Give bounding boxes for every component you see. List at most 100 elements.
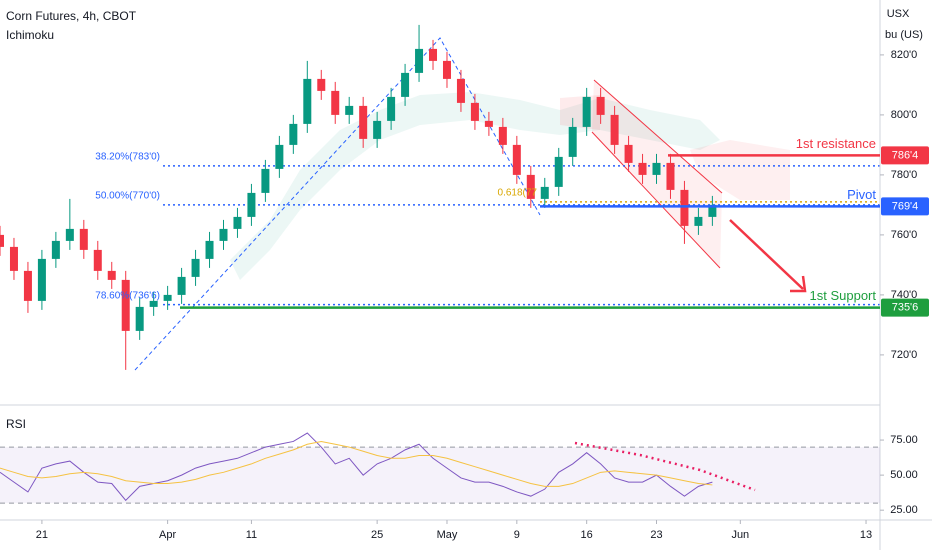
rsi-trendline [574,441,756,492]
candle-body [107,270,116,280]
fib-label: 0.618(77 [498,188,538,199]
candle-body [694,216,703,226]
level-label: 1st resistance [796,136,876,151]
candle-body [51,240,60,259]
candle-body [9,246,18,271]
candle-body [275,144,284,169]
chart-title: Corn Futures, 4h, CBOT [6,9,137,23]
price-tag [881,146,929,165]
x-tick-label: 9 [514,529,520,541]
channel-line [591,131,721,269]
candle-body [303,78,312,124]
candle-body [317,78,326,91]
candle-body [37,258,46,301]
candle-body [205,240,214,259]
candle-body [708,204,717,217]
candle-body [261,168,270,193]
candle-body [79,228,88,250]
candle-body [680,189,689,226]
indicator-label: Ichimoku [6,28,54,42]
fib-label: 38.20%(783'0) [95,152,160,163]
rsi-line [0,432,713,502]
fib-label: 78.60%(736'6) [95,290,160,301]
candle-body [65,228,74,241]
y-tick-label: 820'0 [891,49,918,61]
candle-body [498,126,507,145]
x-tick-label: May [437,529,458,541]
candle-body [638,162,647,175]
candle-body [526,174,535,199]
candle-body [121,279,130,331]
price-tag-label: 735'6 [892,302,919,314]
y-tick-label: 740'0 [891,289,918,301]
channel-line [593,79,723,194]
candle-body [289,123,298,145]
candle-body [23,270,32,301]
y-tick-label: 50.00 [890,469,918,481]
candle-body [470,102,479,121]
x-tick-label: Apr [159,529,176,541]
candle-body [359,105,368,139]
y-tick-label: 780'0 [891,169,918,181]
y-tick-label: 75.00 [890,434,918,446]
price-tag [881,197,929,216]
unit: bu (US) [885,29,923,41]
candle-body [596,96,605,115]
ichimoku-cloud [230,92,720,280]
candle-body [247,192,256,217]
price-tag-label: 786'4 [892,149,919,161]
level-label: Pivot [847,187,876,202]
candle-body [331,90,340,115]
candle-body [135,306,144,331]
price-tag-label: 769'4 [892,200,919,212]
candle-body [484,120,493,127]
x-tick-label: 21 [36,529,48,541]
level-label: 1st Support [810,288,877,303]
candle-body [401,72,410,97]
candle-body [93,249,102,271]
price-tag [881,298,929,317]
candle-body [624,144,633,163]
candle-body [568,126,577,157]
y-tick-label: 800'0 [891,109,918,121]
arrow-head [790,275,807,293]
candle-body [666,162,675,190]
candle-body [582,96,591,127]
candle-body [429,48,438,61]
currency: USX [887,8,910,20]
x-tick-label: 16 [581,529,593,541]
rsi-line [0,440,713,487]
y-tick-label: 25.00 [890,504,918,516]
candle-body [233,216,242,229]
candle-body [219,228,228,241]
candle-body [163,294,172,301]
candle-body [554,156,563,187]
rsi-title: RSI [6,417,26,431]
y-tick-label: 760'0 [891,229,918,241]
candle-body [373,120,382,139]
candle-body [177,276,186,295]
zigzag [134,37,541,371]
candle-body [191,258,200,277]
x-tick-label: 25 [371,529,383,541]
candle-body [149,300,158,307]
candle-body [540,186,549,199]
candle-body [610,114,619,145]
x-tick-label: 13 [860,529,872,541]
candle-body [512,144,521,175]
x-tick-label: Jun [731,529,749,541]
x-tick-label: 23 [650,529,662,541]
fib-label: 50.00%(770'0) [95,191,160,202]
candle-body [652,162,661,175]
x-tick-label: 11 [246,529,257,541]
candle-body [387,96,396,121]
candle-body [0,234,4,247]
arrow [729,219,804,290]
y-tick-label: 720'0 [891,349,918,361]
candle-body [345,105,354,115]
candle-body [415,48,424,73]
candle-body [442,60,451,79]
candle-body [456,78,465,103]
